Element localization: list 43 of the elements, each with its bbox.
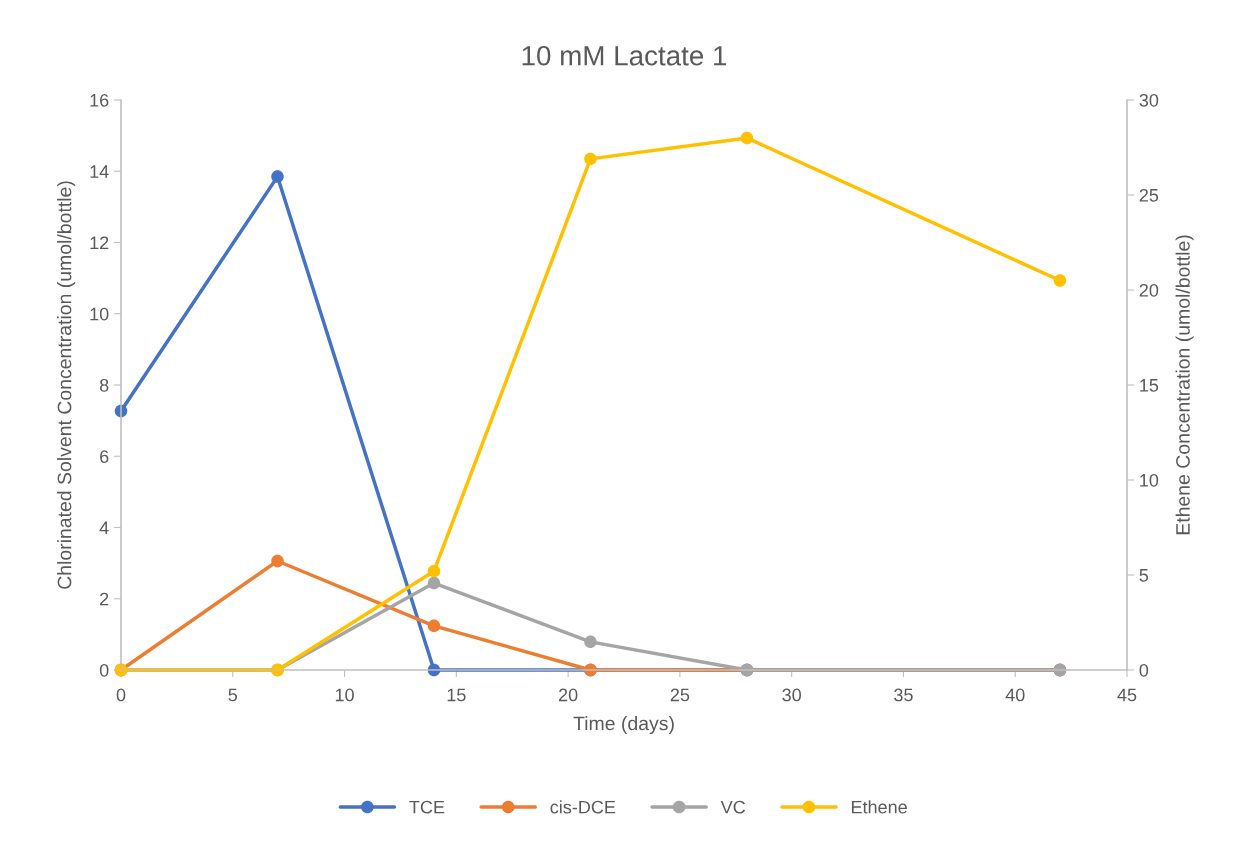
y2-tick-label: 0 bbox=[1139, 663, 1149, 677]
x-tick-label: 15 bbox=[447, 688, 466, 702]
point bbox=[584, 635, 597, 649]
y-tick-label: 0 bbox=[99, 663, 109, 677]
x-tick-label: 45 bbox=[1117, 688, 1137, 702]
y-tick-label: 16 bbox=[90, 93, 109, 107]
x-tick-label: 30 bbox=[782, 688, 801, 702]
point bbox=[427, 576, 441, 590]
x-tick-label: 25 bbox=[670, 688, 690, 702]
point bbox=[584, 152, 597, 166]
point bbox=[427, 564, 441, 578]
y-tick-label: 4 bbox=[99, 521, 109, 535]
point bbox=[740, 131, 754, 145]
legend-label: cis-DCE bbox=[550, 800, 616, 814]
y-tick-label: 10 bbox=[90, 307, 109, 321]
y-tick-label: 8 bbox=[99, 378, 109, 392]
x-tick-label: 40 bbox=[1005, 688, 1025, 702]
x-tick-label: 10 bbox=[335, 688, 354, 702]
chart-title: 10 mM Lactate 1 bbox=[522, 45, 727, 66]
legend-label: TCE bbox=[409, 800, 445, 814]
point bbox=[427, 619, 441, 633]
point bbox=[271, 554, 284, 568]
point bbox=[271, 170, 284, 183]
x-tick-label: 0 bbox=[116, 688, 126, 702]
y2-tick-label: 20 bbox=[1139, 283, 1159, 297]
x-tick-label: 20 bbox=[558, 688, 578, 702]
x-tick-label: 35 bbox=[894, 688, 913, 702]
y2-tick-label: 5 bbox=[1139, 569, 1149, 582]
y2-tick-label: 10 bbox=[1140, 473, 1159, 487]
y2-tick-label: 25 bbox=[1139, 188, 1159, 202]
y2-axis-title: Ethene Concentration (umol/bottle) bbox=[1175, 235, 1194, 535]
point bbox=[1053, 274, 1067, 287]
y-tick-label: 12 bbox=[90, 236, 109, 250]
y2-tick-label: 15 bbox=[1140, 379, 1159, 392]
y-tick-label: 6 bbox=[100, 450, 109, 463]
x-tick-label: 5 bbox=[228, 688, 238, 702]
y2-tick-label: 30 bbox=[1139, 93, 1159, 107]
y-tick-label: 2 bbox=[100, 592, 109, 606]
legend-label: Ethene bbox=[851, 800, 907, 814]
y-axis-title: Chlorinated Solvent Concentration (umol/bottle) bbox=[57, 181, 76, 589]
x-axis-title: Time (days) bbox=[573, 716, 674, 735]
y-tick-label: 14 bbox=[90, 165, 109, 178]
legend-label: VC bbox=[720, 800, 746, 814]
